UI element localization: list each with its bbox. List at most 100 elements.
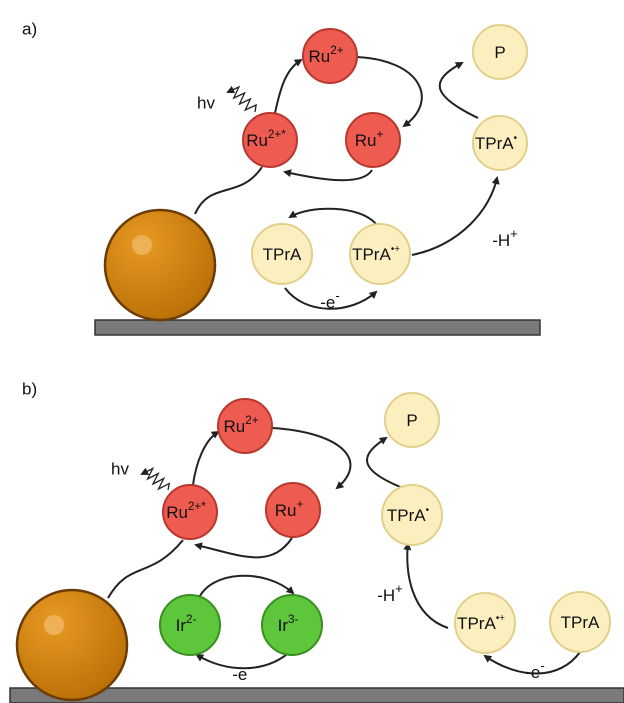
electrode [9, 687, 624, 703]
node [549, 591, 611, 653]
electrode [94, 319, 541, 336]
label-sup: •+ [496, 613, 505, 624]
label-sup: + [510, 226, 518, 241]
label-sup: 2+ [245, 414, 259, 427]
label: TPrA•+ [457, 613, 505, 634]
text: b) [22, 379, 37, 398]
node [381, 484, 443, 546]
node [242, 112, 298, 168]
photon [226, 85, 257, 113]
node [261, 594, 323, 656]
arrow [271, 427, 352, 490]
label-text: TPrA [457, 614, 496, 633]
node [159, 594, 221, 656]
label-sup: - [335, 288, 339, 303]
label-sup: 2- [186, 613, 197, 626]
label-text: TPrA [475, 134, 514, 153]
bead-highlight [132, 235, 152, 255]
arrow [283, 169, 373, 182]
label: Ru+ [355, 128, 384, 150]
label: Ru2+* [246, 128, 286, 150]
arrow [288, 207, 377, 225]
label-sup: • [514, 133, 518, 144]
label-text: P [406, 411, 417, 430]
label-text: Ru [246, 131, 268, 150]
bead [103, 208, 217, 322]
node [472, 115, 528, 171]
label: Ru2+ [223, 414, 258, 436]
photon [140, 467, 171, 491]
label: -H+ [377, 581, 403, 605]
arrow [284, 287, 378, 310]
label: -e- [320, 288, 339, 312]
node [472, 24, 528, 80]
bead [15, 588, 129, 702]
arrow [403, 542, 449, 629]
label: Ru+ [275, 498, 304, 520]
node [302, 28, 358, 84]
node [384, 392, 440, 448]
label-sup: 2+* [268, 128, 286, 141]
label: P [406, 411, 417, 430]
label-sup: - [247, 660, 251, 675]
arrow [197, 574, 295, 601]
label-text: P [494, 43, 505, 62]
node [345, 112, 401, 168]
label: Ru2+ [308, 44, 343, 66]
bead-highlight [44, 615, 64, 635]
node [265, 482, 321, 538]
line [194, 166, 263, 215]
label: Ir2- [176, 613, 197, 635]
label: TPrA [561, 613, 600, 632]
node [162, 484, 218, 540]
arrow [438, 62, 479, 119]
label: TPrA [263, 245, 302, 264]
label-text: Ru [355, 131, 377, 150]
node [454, 592, 516, 654]
node [251, 223, 313, 285]
label: P [494, 43, 505, 62]
text: hv [197, 93, 215, 112]
label-sup: 2+ [330, 44, 344, 57]
label-sup: + [376, 128, 383, 141]
label-text: Ru [223, 417, 245, 436]
label-text: -e [232, 665, 247, 684]
line [107, 539, 184, 599]
label-text: -H [492, 231, 510, 250]
label-text: -H [377, 586, 395, 605]
label: -e- [525, 658, 544, 682]
label: -H+ [492, 226, 518, 250]
node [349, 223, 411, 285]
label-text: TPrA [561, 613, 600, 632]
arrow [411, 176, 500, 256]
label-sup: 2+* [188, 500, 206, 513]
label-text: Ir [278, 616, 289, 635]
label-sup: 3- [288, 613, 299, 626]
label-text: -e [525, 663, 540, 682]
arrow [356, 56, 423, 128]
label-text: Ru [308, 47, 330, 66]
label-sup: • [426, 505, 430, 516]
arrow [194, 537, 293, 559]
label-text: TPrA [263, 245, 302, 264]
text: hv [111, 459, 129, 478]
label-sup: + [296, 498, 303, 511]
label-sup: - [540, 658, 544, 673]
label-text: -e [320, 293, 335, 312]
arrow [195, 649, 293, 670]
label-sup: •+ [391, 244, 400, 255]
arrow [192, 430, 220, 486]
label: TPrA•+ [352, 244, 400, 265]
label-text: Ru [166, 503, 188, 522]
label: TPrA• [475, 133, 518, 154]
label: -e- [232, 660, 251, 684]
label-text: Ru [275, 501, 297, 520]
label-text: Ir [176, 616, 187, 635]
label-text: TPrA [387, 506, 426, 525]
arrow [483, 651, 581, 675]
text: a) [22, 19, 37, 38]
arrow [366, 436, 409, 491]
